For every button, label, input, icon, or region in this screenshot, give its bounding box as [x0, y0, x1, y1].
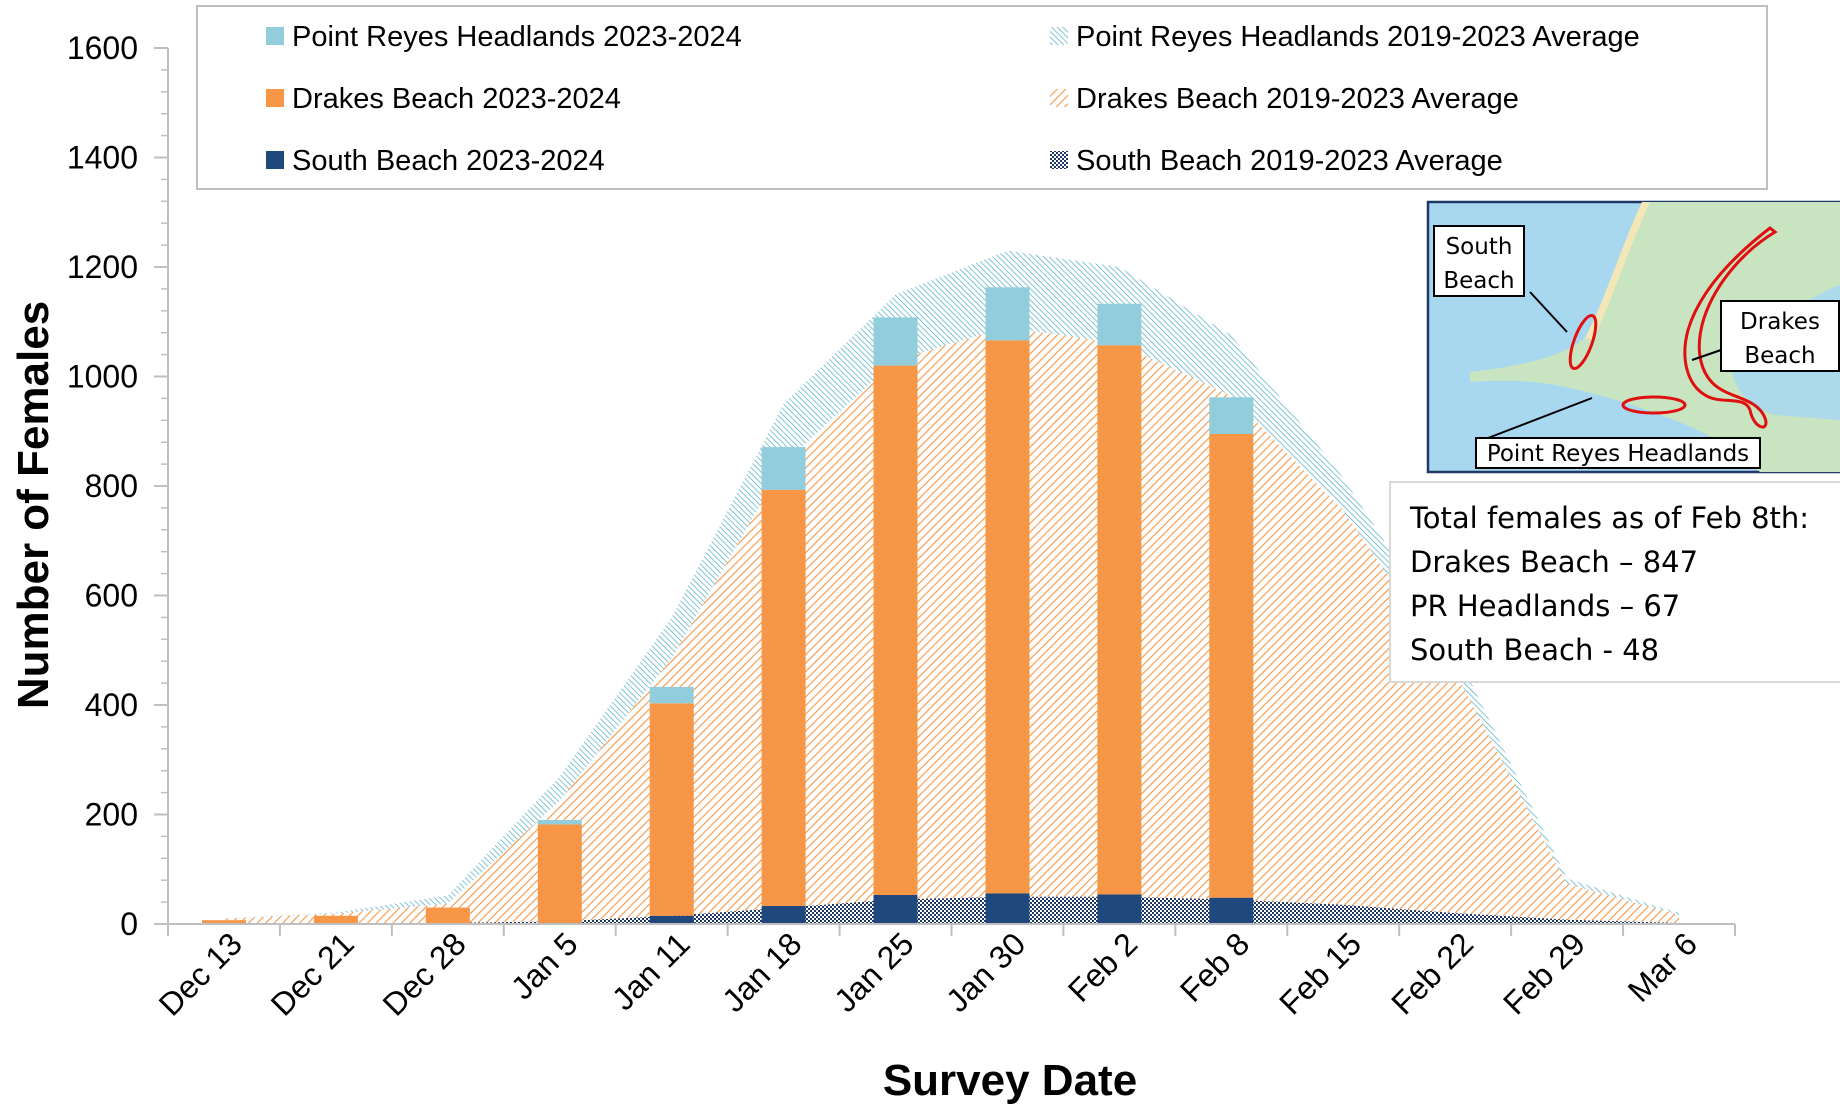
bar-1-1: [313, 915, 358, 924]
legend-swatch-drakes-avg: [1050, 89, 1068, 107]
bar-2-9: [1209, 397, 1254, 434]
map-land-beach-strip: [1585, 202, 1650, 340]
x-tick-label: Jan 5: [504, 925, 585, 1006]
bar-1-5: [761, 489, 806, 906]
annotation-line-2: Drakes Beach – 847: [1410, 545, 1698, 579]
south-beach-callout-line: [1529, 291, 1568, 333]
area-series-2: [224, 250, 1679, 919]
drakes-beach-outline: [1683, 226, 1778, 429]
legend-swatch-headlands-2023: [266, 27, 284, 45]
y-tick-label: 1400: [67, 140, 138, 176]
area-series-0: [224, 896, 1679, 924]
x-tick-label: Feb 2: [1061, 925, 1144, 1008]
legend-label-headlands-avg: Point Reyes Headlands 2019-2023 Average: [1076, 21, 1640, 53]
bar-2-3: [537, 820, 582, 825]
x-tick-label: Feb 15: [1272, 925, 1368, 1021]
bar-0-6: [873, 895, 918, 924]
x-tick-label: Feb 29: [1496, 925, 1592, 1021]
bar-2-6: [873, 317, 918, 366]
drakes-beach-label-box: [1720, 300, 1840, 372]
bar-2-5: [761, 447, 806, 490]
bar-2-4: [649, 686, 694, 704]
y-tick-label: 600: [85, 578, 138, 614]
bar-1-2: [425, 907, 470, 924]
x-tick-label: Jan 30: [939, 925, 1032, 1018]
south-beach-label-box: [1433, 225, 1525, 297]
bar-2-8: [1097, 303, 1142, 346]
y-tick-label: 200: [85, 797, 138, 833]
legend-label-south-avg: South Beach 2019-2023 Average: [1076, 145, 1503, 177]
drakes-beach-label-line1: Drakes: [1740, 309, 1820, 335]
y-tick-label: 800: [85, 468, 138, 504]
x-tick-label: Jan 18: [715, 925, 808, 1018]
y-tick-label: 0: [120, 906, 138, 942]
bar-1-7: [985, 340, 1030, 894]
bar-0-7: [985, 893, 1030, 924]
bar-1-0: [202, 920, 246, 924]
drakes-beach-label-line2: Beach: [1744, 343, 1815, 369]
x-tick-label: Mar 6: [1621, 925, 1704, 1008]
y-axis-title: Number of Females: [9, 301, 58, 709]
x-tick-label: Jan 11: [605, 925, 697, 1017]
totals-annotation: Total females as of Feb 8th: Drakes Beac…: [1389, 481, 1840, 683]
legend-label-drakes-2023: Drakes Beach 2023-2024: [292, 83, 621, 115]
x-tick-label: Jan 25: [827, 925, 920, 1018]
bar-1-9: [1209, 434, 1254, 898]
legend-swatch-drakes-2023: [266, 89, 284, 107]
bar-0-5: [761, 905, 806, 924]
annotation-line-3: PR Headlands – 67: [1410, 589, 1680, 623]
legend-swatch-south-2023: [266, 151, 284, 169]
y-tick-label: 1600: [67, 30, 138, 66]
bar-1-6: [873, 365, 918, 896]
drakes-beach-callout-line: [1691, 349, 1722, 361]
annotation-line-4: South Beach - 48: [1410, 633, 1659, 667]
south-beach-label-line1: South: [1446, 234, 1513, 260]
x-tick-label: Dec 13: [152, 925, 249, 1022]
legend-swatch-headlands-avg: [1050, 27, 1068, 45]
legend-label-south-2023: South Beach 2023-2024: [292, 145, 605, 177]
south-beach-outline: [1568, 314, 1598, 370]
x-tick-label: Feb 22: [1384, 925, 1480, 1021]
bar-0-4: [649, 915, 694, 924]
bar-1-3: [537, 824, 582, 923]
bar-1-8: [1097, 345, 1142, 895]
headlands-label: Point Reyes Headlands: [1487, 441, 1749, 467]
y-tick-label: 1200: [67, 249, 138, 285]
headlands-outline: [1621, 395, 1687, 415]
annotation-box: [1389, 481, 1840, 683]
bar-0-8: [1097, 894, 1142, 924]
x-tick-label: Feb 8: [1173, 925, 1256, 1008]
bar-1-4: [649, 703, 694, 916]
bar-0-9: [1209, 897, 1254, 924]
headlands-label-box: [1475, 437, 1761, 469]
inset-map: South Beach Drakes Beach Point Reyes Hea…: [1426, 200, 1840, 474]
legend-box: [196, 5, 1768, 190]
south-beach-label-line2: Beach: [1443, 268, 1514, 294]
legend-swatch-south-avg: [1050, 151, 1068, 169]
annotation-line-1: Total females as of Feb 8th:: [1409, 501, 1809, 535]
bar-2-7: [985, 287, 1030, 341]
legend-label-headlands-2023: Point Reyes Headlands 2023-2024: [292, 21, 742, 53]
x-tick-label: Dec 28: [376, 925, 473, 1022]
y-tick-label: 400: [85, 687, 138, 723]
survey-bars: [202, 287, 1254, 924]
x-tick-label: Dec 21: [264, 925, 361, 1022]
legend-label-drakes-avg: Drakes Beach 2019-2023 Average: [1076, 83, 1519, 115]
x-axis-title: Survey Date: [883, 1056, 1137, 1105]
area-series-1: [224, 327, 1679, 924]
average-areas: [224, 250, 1679, 924]
y-tick-label: 1000: [67, 359, 138, 395]
legend: Point Reyes Headlands 2023-2024 Point Re…: [196, 5, 1768, 190]
headlands-callout-line: [1487, 397, 1593, 439]
